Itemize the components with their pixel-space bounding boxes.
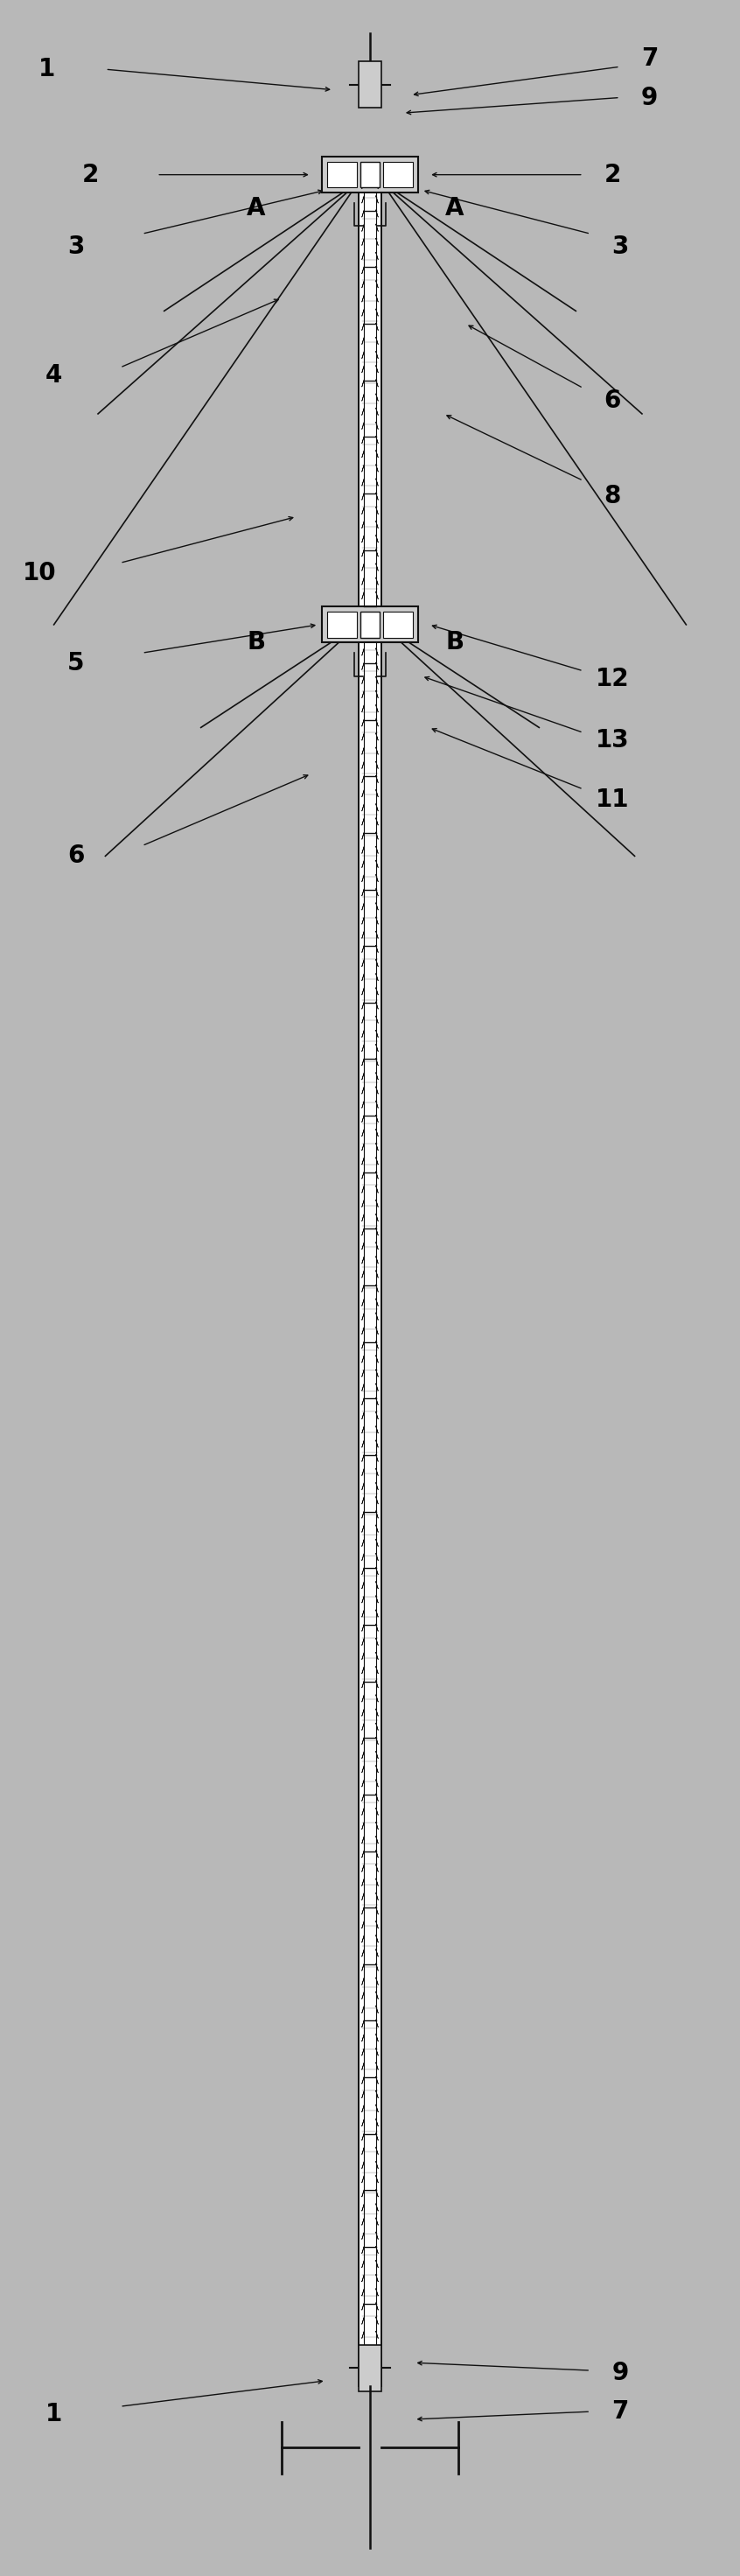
Text: A: A	[246, 196, 266, 222]
Text: 9: 9	[641, 85, 658, 111]
Bar	[322, 157, 418, 193]
Bar	[327, 162, 357, 188]
Bar	[383, 611, 413, 636]
Bar	[327, 611, 357, 636]
Text: 7: 7	[641, 46, 658, 72]
Text: A: A	[445, 196, 464, 222]
Text: 6: 6	[67, 845, 84, 868]
Text: 1: 1	[45, 2401, 62, 2427]
Text: 4: 4	[45, 363, 62, 386]
Text: 3: 3	[67, 234, 84, 260]
Text: B: B	[445, 631, 464, 654]
Text: 12: 12	[596, 667, 630, 690]
Text: 5: 5	[67, 652, 84, 675]
Text: 8: 8	[604, 484, 621, 507]
Bar	[359, 2344, 381, 2391]
Text: 2: 2	[82, 162, 99, 188]
Text: 2: 2	[604, 162, 621, 188]
Text: B: B	[247, 631, 266, 654]
Text: 10: 10	[22, 562, 56, 585]
Text: 7: 7	[611, 2398, 628, 2424]
Text: 9: 9	[611, 2360, 628, 2385]
Text: 3: 3	[611, 234, 628, 260]
Bar	[361, 611, 379, 636]
Bar	[383, 162, 413, 188]
Bar	[358, 183, 382, 2385]
Bar	[359, 62, 381, 108]
Text: 11: 11	[596, 788, 630, 811]
Text: 1: 1	[38, 57, 55, 82]
Bar	[322, 608, 418, 641]
Text: 6: 6	[604, 389, 621, 412]
Bar	[361, 162, 379, 188]
Text: 13: 13	[596, 729, 630, 752]
